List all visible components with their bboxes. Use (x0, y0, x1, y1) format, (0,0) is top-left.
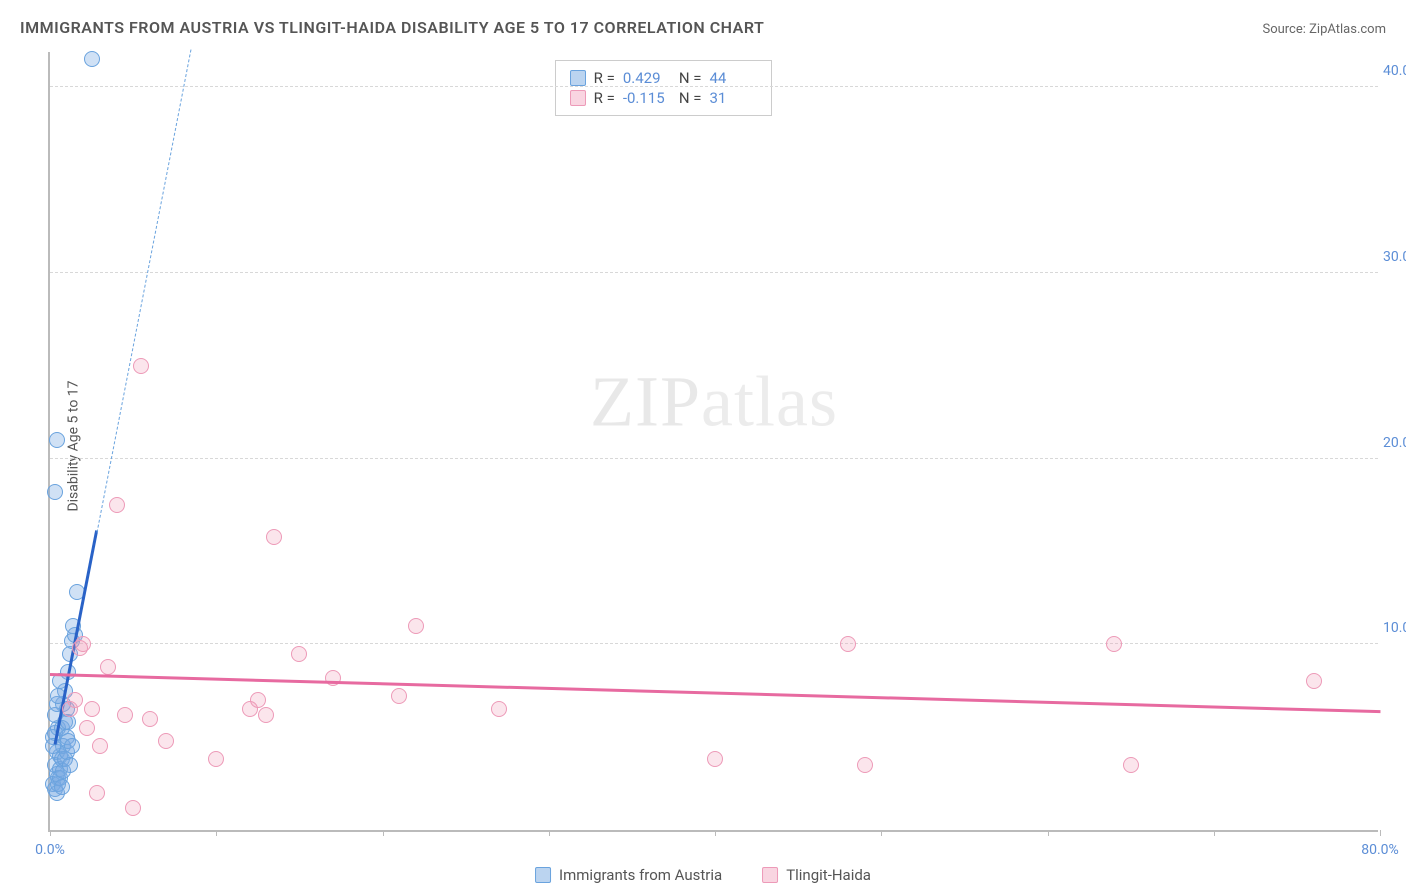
x-tick-mark (383, 830, 384, 836)
data-point (79, 720, 95, 736)
data-point (47, 484, 63, 500)
data-point (64, 738, 80, 754)
data-point (89, 785, 105, 801)
data-point (62, 701, 78, 717)
n-value: 31 (709, 89, 757, 107)
y-tick-label: 20.0% (1383, 435, 1406, 451)
data-point (857, 757, 873, 773)
data-point (408, 618, 424, 634)
data-point (84, 701, 100, 717)
gridline (50, 272, 1378, 273)
data-point (62, 757, 78, 773)
x-tick-mark (549, 830, 550, 836)
y-tick-label: 10.0% (1383, 620, 1406, 636)
x-tick-mark (715, 830, 716, 836)
data-point (84, 51, 100, 67)
data-point (72, 640, 88, 656)
data-point (491, 701, 507, 717)
legend-swatch (570, 70, 586, 86)
data-point (142, 711, 158, 727)
chart-title: IMMIGRANTS FROM AUSTRIA VS TLINGIT-HAIDA… (20, 18, 764, 37)
data-point (125, 800, 141, 816)
x-tick-label: 80.0% (1361, 842, 1399, 858)
source-attribution: Source: ZipAtlas.com (1262, 22, 1386, 37)
plot-area: ZIPatlas R = 0.429 N = 44 R = -0.115 N = 31… (48, 52, 1378, 832)
x-tick-mark (881, 830, 882, 836)
x-tick-mark (216, 830, 217, 836)
x-tick-mark (1214, 830, 1215, 836)
data-point (391, 688, 407, 704)
data-point (291, 646, 307, 662)
n-label: N = (679, 69, 702, 87)
x-tick-label: 0.0% (35, 842, 65, 858)
y-tick-label: 30.0% (1383, 249, 1406, 265)
legend-stats-row: R = 0.429 N = 44 (570, 69, 758, 87)
data-point (49, 432, 65, 448)
gridline (50, 458, 1378, 459)
r-value: 0.429 (623, 69, 671, 87)
source-label: Source: (1262, 22, 1309, 37)
legend-item: Immigrants from Austria (535, 866, 722, 884)
data-point (707, 751, 723, 767)
legend-swatch (570, 90, 586, 106)
n-value: 44 (709, 69, 757, 87)
y-tick-label: 40.0% (1383, 63, 1406, 79)
legend-item: Tlingit-Haida (762, 866, 871, 884)
legend-label: Immigrants from Austria (559, 866, 722, 884)
source-link[interactable]: ZipAtlas.com (1309, 22, 1386, 37)
data-point (840, 636, 856, 652)
data-point (258, 707, 274, 723)
r-value: -0.115 (623, 89, 671, 107)
x-tick-mark (1048, 830, 1049, 836)
bottom-legend: Immigrants from Austria Tlingit-Haida (535, 866, 871, 884)
data-point (158, 733, 174, 749)
legend-swatch (762, 867, 778, 883)
watermark-zip: ZIP (590, 362, 701, 442)
trend-line-dashed (96, 49, 191, 532)
x-tick-mark (1380, 830, 1381, 836)
data-point (117, 707, 133, 723)
gridline (50, 643, 1378, 644)
legend-swatch (535, 867, 551, 883)
r-label: R = (594, 89, 615, 107)
data-point (1106, 636, 1122, 652)
n-label: N = (679, 89, 702, 107)
data-point (109, 497, 125, 513)
gridline (50, 86, 1378, 87)
data-point (266, 529, 282, 545)
data-point (250, 692, 266, 708)
data-point (133, 358, 149, 374)
x-tick-mark (50, 830, 51, 836)
data-point (92, 738, 108, 754)
legend-stats-box: R = 0.429 N = 44 R = -0.115 N = 31 (555, 60, 773, 116)
legend-label: Tlingit-Haida (786, 866, 871, 884)
watermark: ZIPatlas (590, 361, 838, 444)
data-point (208, 751, 224, 767)
data-point (1306, 673, 1322, 689)
data-point (54, 779, 70, 795)
data-point (1123, 757, 1139, 773)
r-label: R = (594, 69, 615, 87)
watermark-atlas: atlas (701, 362, 838, 442)
legend-stats-row: R = -0.115 N = 31 (570, 89, 758, 107)
data-point (100, 659, 116, 675)
